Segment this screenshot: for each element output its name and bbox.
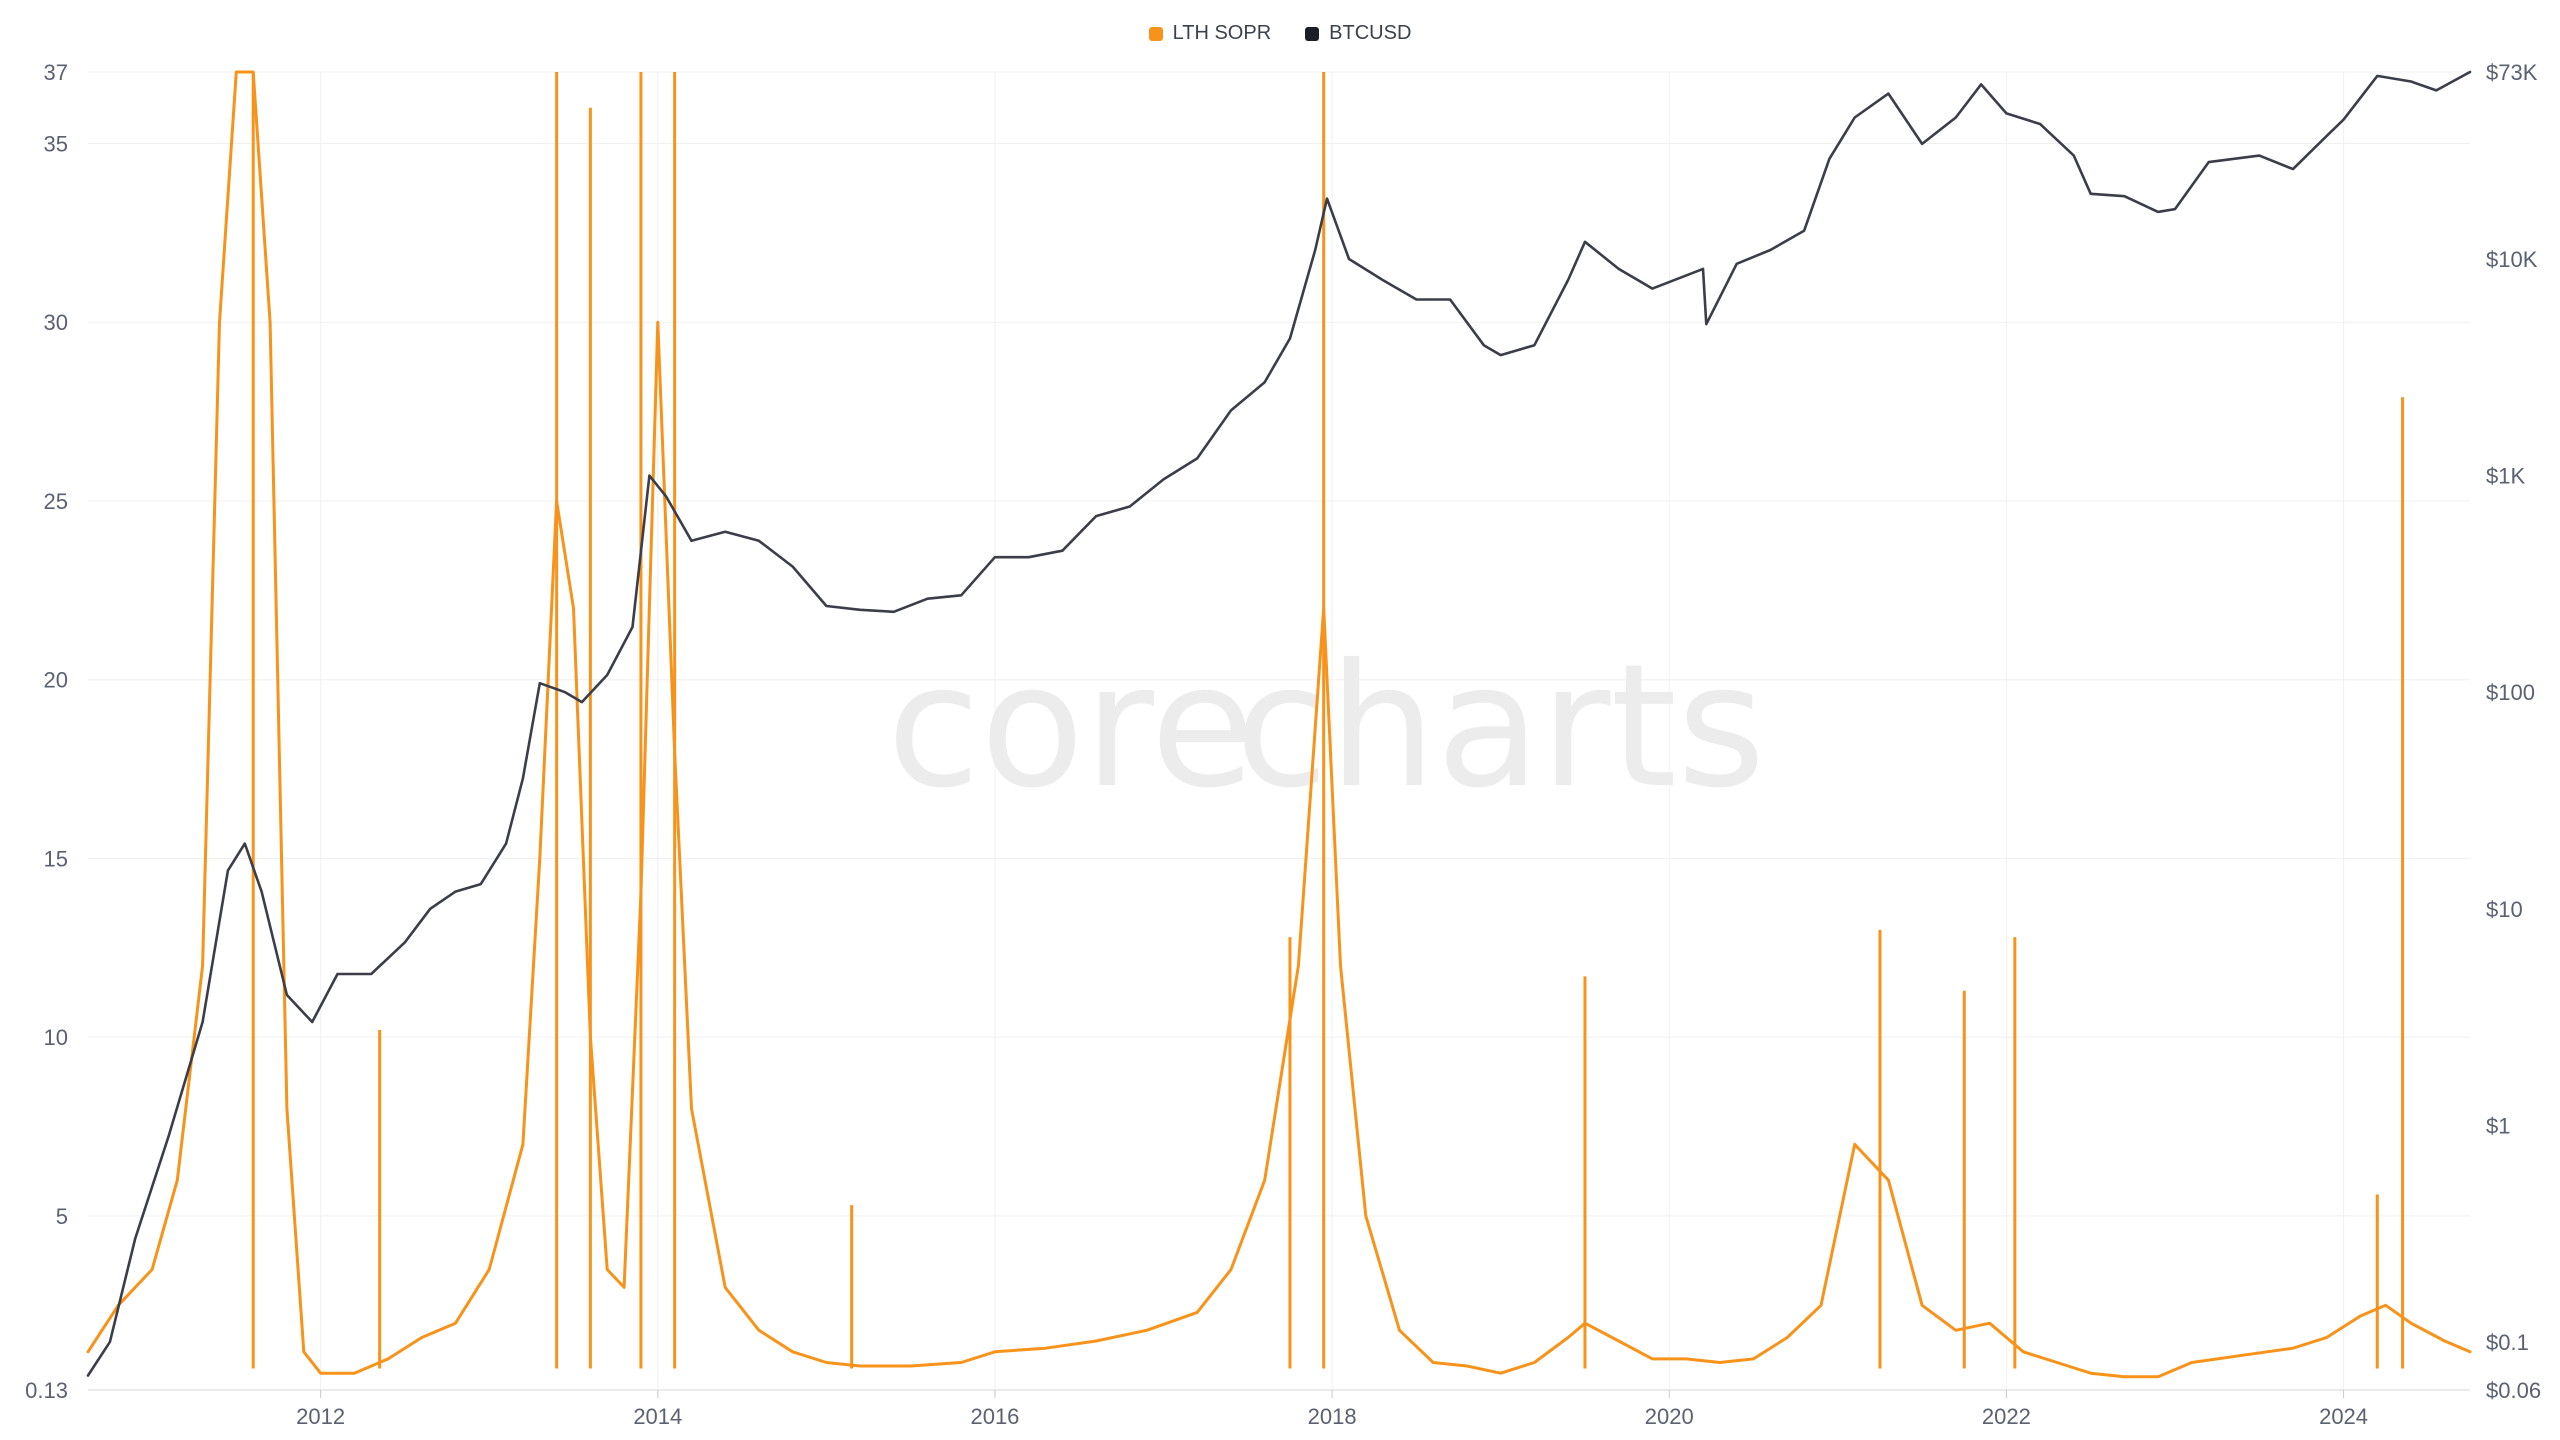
y-right-tick-label: $0.06 [2486,1378,2541,1403]
series-line-btcusd [86,70,2472,1377]
y-left-tick-label: 35 [44,131,68,156]
legend-item-lth-sopr[interactable]: LTH SOPR [1148,22,1272,45]
y-left-tick-label: 0.13 [25,1378,68,1403]
x-tick-label: 2022 [1982,1404,2031,1429]
x-tick-label: 2018 [1308,1404,1357,1429]
y-left-tick-label: 25 [44,489,68,514]
legend-item-btcusd[interactable]: BTCUSD [1305,22,1411,45]
legend-label: BTCUSD [1329,22,1412,44]
x-tick-label: 2016 [970,1404,1019,1429]
legend-swatch [1305,26,1320,41]
y-right-tick-label: $1K [2486,464,2525,489]
y-right-tick-label: $0.1 [2486,1330,2529,1355]
x-tick-label: 2012 [296,1404,345,1429]
chart-legend: LTH SOPR BTCUSD [0,22,2560,45]
legend-swatch [1148,26,1163,41]
x-tick-label: 2014 [633,1404,682,1429]
legend-label: LTH SOPR [1172,22,1272,44]
y-left-tick-label: 15 [44,846,68,871]
x-tick-label: 2020 [1645,1404,1694,1429]
y-right-tick-label: $73K [2486,60,2538,85]
y-right-tick-label: $100 [2486,680,2535,705]
series-line-lth-sopr [86,70,2472,1379]
series-layer [86,70,2472,1379]
axes: 0.13 5 10 15 20 25 30 35 37 $0.06 $0.1 $1 $10 $100 $1K… [25,60,2541,1429]
y-right-tick-label: $10K [2486,247,2538,272]
grid-lines [88,71,2470,1391]
y-right-tick-label: $10 [2486,897,2523,922]
y-left-tick-label: 5 [56,1204,68,1229]
x-tick-label: 2024 [2319,1404,2368,1429]
y-left-tick-label: 37 [44,60,68,85]
y-right-tick-label: $1 [2486,1113,2510,1138]
y-left-tick-label: 30 [44,310,68,335]
y-left-tick-label: 10 [44,1025,68,1050]
y-left-tick-label: 20 [44,668,68,693]
watermark-core: core [887,628,1255,826]
